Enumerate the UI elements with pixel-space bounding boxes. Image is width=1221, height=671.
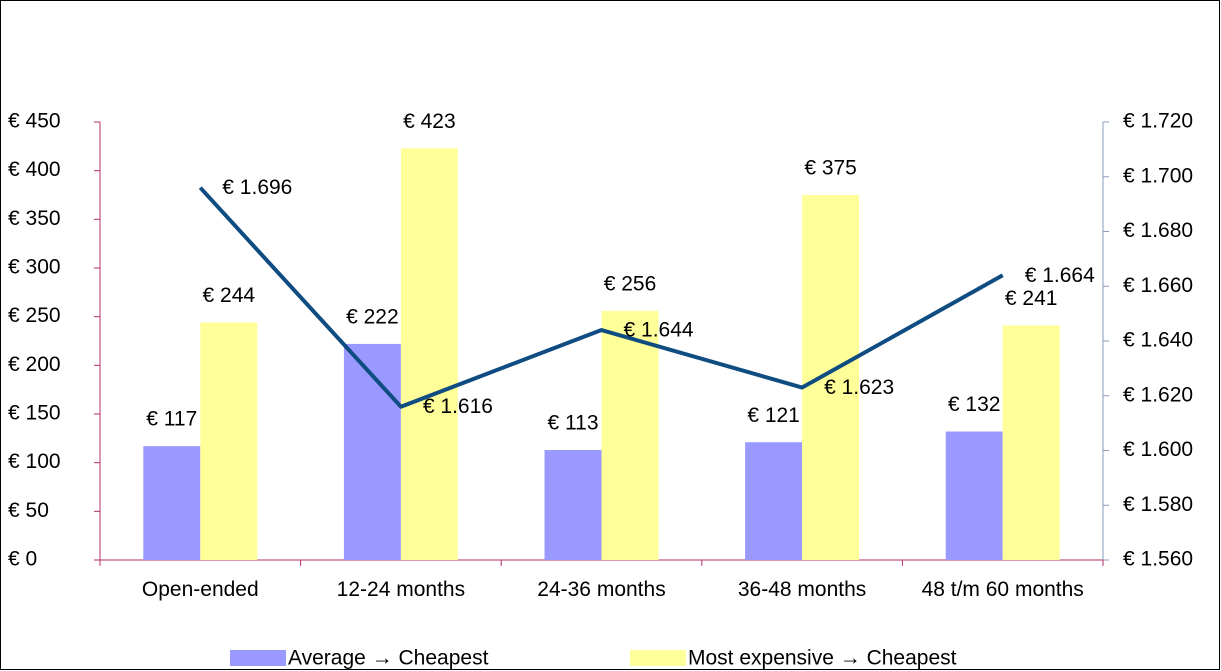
- data-label: € 121: [747, 404, 800, 427]
- bar: [200, 322, 258, 560]
- y2-tick-label: € 1.720: [1123, 110, 1193, 133]
- y2-tick-label: € 1.580: [1123, 493, 1193, 516]
- legend-label: Most expensive → Cheapest: [688, 647, 957, 670]
- y2-tick-label: € 1.560: [1123, 548, 1193, 571]
- data-label: € 244: [203, 284, 256, 307]
- y-tick-label: € 300: [8, 256, 61, 279]
- bar: [945, 431, 1003, 560]
- x-tick-label: Open-ended: [141, 578, 259, 601]
- bar: [544, 450, 602, 560]
- y2-tick-label: € 1.600: [1123, 438, 1193, 461]
- data-label: € 375: [804, 157, 857, 180]
- y-tick-label: € 50: [8, 499, 49, 522]
- x-tick-label: 36-48 months: [737, 578, 867, 601]
- data-label: € 222: [346, 305, 399, 328]
- legend-swatch: [630, 650, 686, 666]
- bar: [802, 195, 860, 560]
- y-tick-label: € 0: [8, 548, 37, 571]
- y-tick-label: € 250: [8, 304, 61, 327]
- bar: [745, 442, 803, 560]
- y2-tick-label: € 1.640: [1123, 329, 1193, 352]
- data-label: € 1.696: [222, 176, 292, 199]
- line: [198, 186, 1004, 409]
- y-tick-label: € 200: [8, 353, 61, 376]
- y-tick-label: € 400: [8, 158, 61, 181]
- x-tick-label: 12-24 months: [336, 578, 466, 601]
- bar: [343, 343, 401, 560]
- y2-tick-label: € 1.680: [1123, 219, 1193, 242]
- data-label: € 117: [146, 408, 197, 431]
- bar: [143, 446, 201, 560]
- data-label: € 113: [548, 412, 599, 435]
- y2-tick-label: € 1.700: [1123, 164, 1193, 187]
- data-label: € 1.644: [624, 319, 694, 342]
- x-tick-label: 48 t/m 60 months: [921, 578, 1084, 601]
- data-label: € 1.616: [423, 395, 493, 418]
- legend-label: Average → Cheapest: [288, 647, 489, 670]
- data-label: € 132: [948, 393, 1001, 416]
- x-tick-label: 24-36 months: [537, 578, 666, 601]
- bar: [1002, 325, 1060, 560]
- legend-swatch: [230, 650, 286, 666]
- data-label: € 1.623: [824, 376, 894, 399]
- data-label: € 241: [1005, 287, 1058, 310]
- y-tick-label: € 450: [8, 110, 61, 133]
- y-tick-label: € 100: [8, 450, 61, 473]
- y2-tick-label: € 1.620: [1123, 383, 1193, 406]
- y-tick-label: € 350: [8, 207, 61, 230]
- y-tick-label: € 150: [8, 402, 61, 425]
- data-label: € 256: [604, 272, 657, 295]
- data-label: € 423: [403, 110, 456, 133]
- bar: [400, 148, 458, 560]
- data-label: € 1.664: [1025, 264, 1095, 287]
- bar: [601, 310, 659, 560]
- y2-tick-label: € 1.660: [1123, 274, 1193, 297]
